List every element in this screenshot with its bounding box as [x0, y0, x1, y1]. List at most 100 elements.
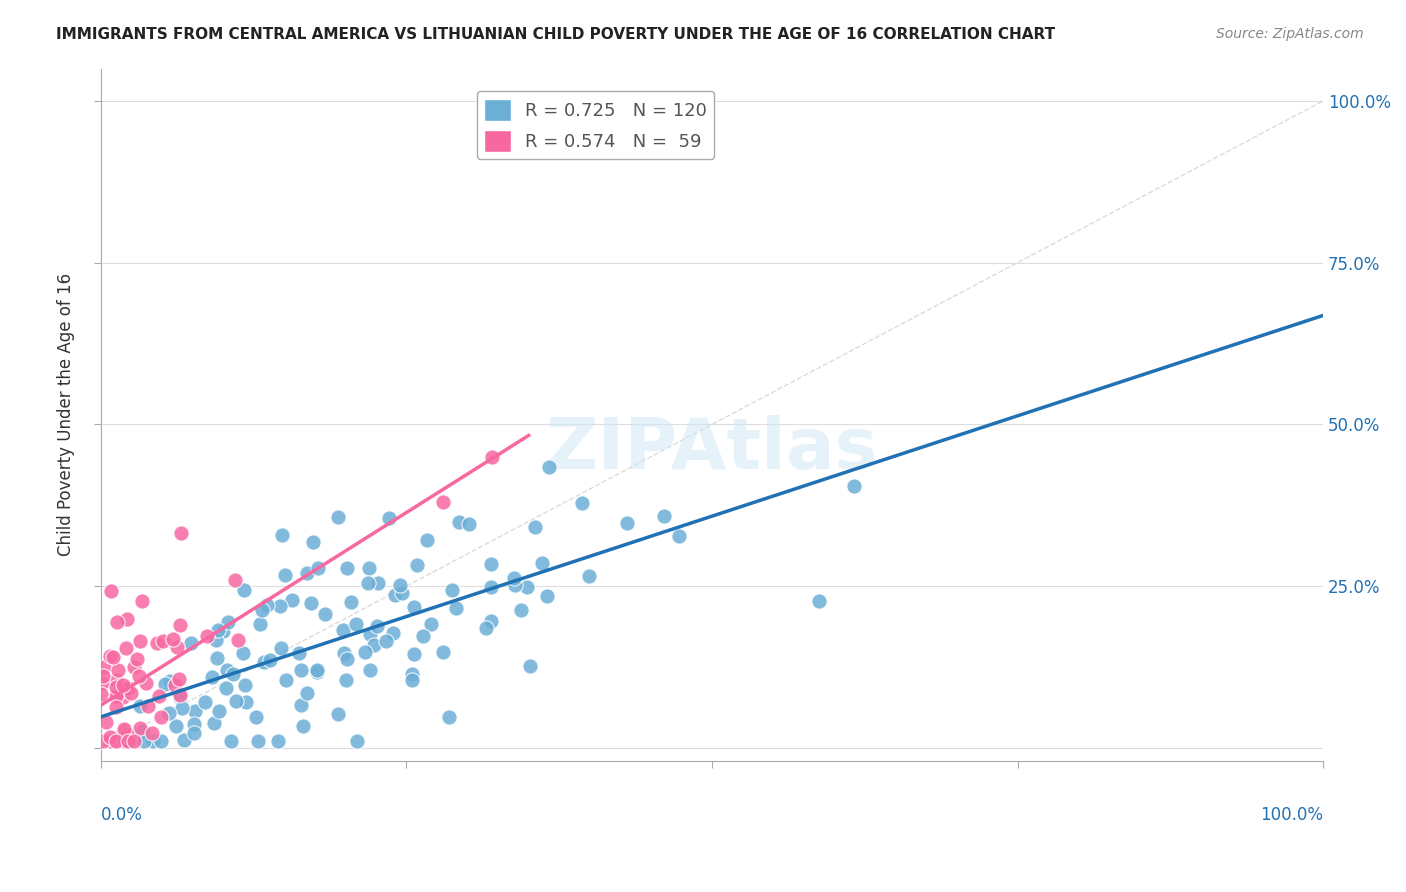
Point	[401, 673, 423, 688]
Point	[104, 731, 127, 745]
Point	[157, 706, 180, 720]
Point	[668, 529, 690, 543]
Point	[291, 719, 314, 733]
Text: ZIPAtlas: ZIPAtlas	[546, 415, 879, 483]
Point	[233, 582, 256, 597]
Point	[128, 668, 150, 682]
Point	[128, 633, 150, 648]
Point	[401, 666, 423, 681]
Point	[441, 582, 464, 597]
Point	[270, 640, 292, 655]
Point	[301, 535, 323, 549]
Point	[128, 721, 150, 735]
Point	[287, 646, 309, 660]
Point	[256, 598, 278, 612]
Point	[305, 665, 328, 679]
Point	[516, 580, 538, 594]
Point	[377, 511, 399, 525]
Point	[406, 558, 429, 572]
Point	[169, 688, 191, 702]
Point	[235, 695, 257, 709]
Point	[219, 734, 242, 748]
Text: IMMIGRANTS FROM CENTRAL AMERICA VS LITHUANIAN CHILD POVERTY UNDER THE AGE OF 16 : IMMIGRANTS FROM CENTRAL AMERICA VS LITHU…	[56, 27, 1056, 42]
Point	[96, 715, 118, 730]
Point	[616, 516, 638, 531]
Point	[169, 617, 191, 632]
Point	[114, 734, 136, 748]
Point	[404, 600, 426, 615]
Point	[118, 731, 141, 745]
Point	[359, 627, 381, 641]
Point	[155, 677, 177, 691]
Point	[253, 655, 276, 669]
Point	[201, 670, 224, 684]
Point	[150, 709, 173, 723]
Point	[152, 633, 174, 648]
Point	[165, 678, 187, 692]
Point	[215, 681, 238, 696]
Point	[290, 663, 312, 677]
Point	[432, 645, 454, 659]
Point	[807, 594, 830, 608]
Point	[437, 710, 460, 724]
Point	[509, 603, 531, 617]
Point	[141, 725, 163, 739]
Point	[117, 612, 139, 626]
Point	[205, 633, 228, 648]
Point	[299, 596, 322, 610]
Point	[519, 658, 541, 673]
Point	[105, 615, 128, 630]
Point	[125, 730, 148, 744]
Point	[366, 619, 388, 633]
Point	[274, 673, 297, 688]
Point	[159, 673, 181, 688]
Point	[842, 479, 865, 493]
Point	[335, 673, 357, 687]
Point	[357, 561, 380, 575]
Text: Source: ZipAtlas.com: Source: ZipAtlas.com	[1216, 27, 1364, 41]
Point	[165, 718, 187, 732]
Point	[225, 694, 247, 708]
Text: 100.0%: 100.0%	[1260, 805, 1323, 824]
Point	[232, 646, 254, 660]
Point	[112, 690, 135, 704]
Point	[226, 632, 249, 647]
Point	[117, 681, 139, 696]
Point	[105, 673, 128, 687]
Point	[166, 640, 188, 654]
Point	[142, 734, 165, 748]
Point	[537, 460, 560, 475]
Point	[149, 734, 172, 748]
Y-axis label: Child Poverty Under the Age of 16: Child Poverty Under the Age of 16	[58, 273, 75, 557]
Point	[332, 623, 354, 637]
Point	[136, 698, 159, 713]
Point	[195, 629, 218, 643]
Point	[274, 568, 297, 582]
Point	[530, 556, 553, 570]
Point	[481, 450, 503, 464]
Point	[416, 533, 439, 547]
Point	[479, 581, 502, 595]
Point	[115, 640, 138, 655]
Point	[388, 578, 411, 592]
Point	[333, 646, 356, 660]
Point	[169, 690, 191, 704]
Point	[148, 689, 170, 703]
Point	[217, 663, 239, 677]
Point	[131, 594, 153, 608]
Point	[90, 676, 112, 690]
Point	[91, 669, 114, 683]
Point	[359, 663, 381, 677]
Point	[571, 496, 593, 510]
Point	[297, 686, 319, 700]
Point	[114, 723, 136, 737]
Point	[474, 621, 496, 635]
Point	[224, 573, 246, 587]
Point	[307, 560, 329, 574]
Point	[135, 675, 157, 690]
Point	[104, 689, 127, 703]
Point	[335, 652, 357, 666]
Point	[384, 588, 406, 602]
Point	[652, 508, 675, 523]
Point	[336, 561, 359, 575]
